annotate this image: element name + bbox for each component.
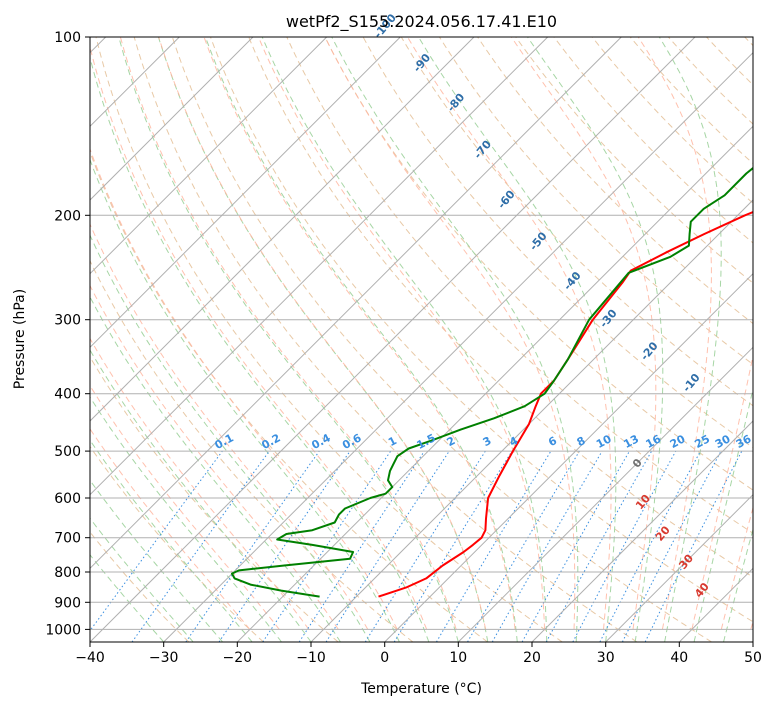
x-tick-label: −30 bbox=[149, 650, 179, 666]
y-tick-label: 300 bbox=[54, 313, 81, 329]
y-tick-label: 100 bbox=[54, 30, 81, 46]
y-axis-label: Pressure (hPa) bbox=[12, 289, 28, 389]
y-tick-label: 700 bbox=[54, 531, 81, 547]
y-tick-label: 1000 bbox=[45, 622, 81, 638]
y-tick-label: 900 bbox=[54, 595, 81, 611]
y-tick-label: 600 bbox=[54, 491, 81, 507]
x-tick-label: 10 bbox=[449, 650, 467, 666]
x-tick-label: 50 bbox=[744, 650, 762, 666]
y-tick-label: 800 bbox=[54, 565, 81, 581]
x-tick-label: −40 bbox=[75, 650, 105, 666]
chart-title: wetPf2_S155.2024.056.17.41.E10 bbox=[286, 12, 557, 32]
y-tick-label: 400 bbox=[54, 387, 81, 403]
x-tick-label: −20 bbox=[223, 650, 253, 666]
x-tick-label: 30 bbox=[597, 650, 615, 666]
y-tick-label: 200 bbox=[54, 208, 81, 224]
x-tick-label: 20 bbox=[523, 650, 541, 666]
x-tick-label: 40 bbox=[670, 650, 688, 666]
x-axis-label: Temperature (°C) bbox=[360, 681, 482, 697]
x-tick-label: −10 bbox=[296, 650, 326, 666]
x-tick-label: 0 bbox=[380, 650, 389, 666]
y-tick-label: 500 bbox=[54, 444, 81, 460]
